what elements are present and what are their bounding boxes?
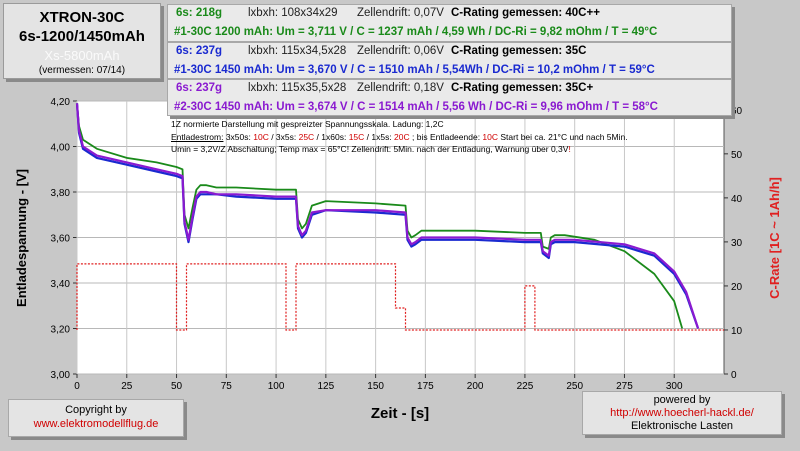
entry-drift: Zellendrift: 0,07V	[357, 7, 444, 19]
y-tick-label: 4,20	[51, 97, 71, 108]
y2-tick-label: 30	[731, 238, 743, 249]
entry-crating: C-Rating gemessen: 40C++	[451, 7, 600, 19]
y2-axis-label: C-Rate [1C ~ 1Ah/h]	[767, 177, 782, 299]
x-tick-label: 50	[171, 381, 183, 392]
x-tick-label: 175	[417, 381, 434, 392]
entry-dims: lxbxh: 115x35,5x28	[248, 82, 347, 94]
note-fragment: 20C	[394, 131, 410, 142]
y2-tick-label: 0	[731, 370, 737, 381]
x-tick-label: 300	[666, 381, 683, 392]
y-tick-label: 3,40	[51, 279, 71, 290]
note-fragment: 3x50s:	[223, 131, 254, 142]
entry-crating: C-Rating gemessen: 35C+	[451, 82, 594, 94]
series-line-3	[75, 103, 700, 329]
x-tick-label: 100	[268, 381, 285, 392]
note-fragment: / 1x60s:	[314, 131, 349, 142]
note-fragment: / 1x5s:	[364, 131, 395, 142]
powered-sub: Elektronische Lasten	[630, 420, 734, 432]
note-fragment: 10C	[253, 131, 269, 142]
voltage-series	[75, 103, 700, 329]
y2-tick-label: 20	[731, 282, 743, 293]
entry-box-1	[167, 4, 732, 42]
y2-tick-labels: 0 10 20 30 40 50 60	[731, 106, 743, 381]
copyright-link[interactable]: www.elektromodellflug.de	[33, 418, 159, 430]
note-fragment: 15C	[348, 131, 365, 142]
x-tick-label: 150	[367, 381, 384, 392]
entry-cells: 6s: 218g	[176, 7, 223, 19]
x-tick-label: 200	[467, 381, 484, 392]
title-box: XTRON-30C 6s-1200/1450mAh Xs-5800mAh (ve…	[3, 3, 161, 79]
c-rate-series	[76, 263, 724, 331]
note-line-3: Umin = 3,2V/Z Abschaltung; Temp max = 65…	[171, 143, 711, 156]
entry-cells: 6s: 237g	[176, 82, 223, 94]
y2-tick-label: 50	[731, 150, 743, 161]
note-fragment: 10C	[482, 131, 499, 142]
powered-link[interactable]: http://www.hoecherl-hackl.de/	[610, 407, 754, 419]
y-tick-label: 3,60	[51, 234, 71, 245]
x-tick-label: 125	[318, 381, 335, 392]
note-fragment: ; bis Entladeende:	[409, 131, 483, 142]
x-axis-label: Zeit - [s]	[371, 405, 429, 422]
x-tick-label: 275	[616, 381, 633, 392]
y-tick-label: 4,00	[51, 143, 71, 154]
y-tick-label: 3,00	[51, 370, 71, 381]
note-fragment: 25C	[298, 131, 315, 142]
x-tick-label: 0	[74, 381, 80, 392]
entry-cells: 6s: 237g	[176, 45, 223, 57]
y2-tick-label: 10	[731, 326, 743, 337]
x-tick-label: 250	[566, 381, 583, 392]
powered-label: powered by	[653, 394, 711, 406]
y2-tick-label: 40	[731, 194, 743, 205]
c-rate-line	[76, 263, 724, 331]
entry-2-results: #1-30C 1450 mAh: Um = 3,670 V / C = 1510…	[174, 64, 655, 76]
note-fragment: / 3x5s:	[268, 131, 299, 142]
x-tick-label: 25	[121, 381, 133, 392]
y2-tick-label: 60	[731, 106, 743, 117]
note-fragment: !	[568, 144, 571, 154]
y-axis-label: Entladespannung - [V]	[14, 169, 29, 307]
note-line-1: 1Z normierte Darstellung mit gespreizter…	[171, 119, 444, 129]
x-tick-label: 225	[517, 381, 534, 392]
entry-dims: lxbxh: 108x34x29	[248, 7, 338, 19]
entry-3-results: #2-30C 1450 mAh: Um = 3,674 V / C = 1514…	[174, 101, 658, 113]
note-fragment: Umin = 3,2V/Z Abschaltung; Temp max = 65…	[171, 144, 569, 154]
note-fragment: Start bei ca. 21°C und nach 5Min.	[498, 131, 628, 142]
ghost-label: Xs-5800mAh	[44, 48, 120, 63]
x-tick-label: 75	[221, 381, 233, 392]
battery-model: XTRON-30C	[39, 9, 125, 26]
entry-drift: Zellendrift: 0,06V	[357, 45, 444, 57]
measured-date: (vermessen: 07/14)	[38, 65, 126, 76]
battery-capacity: 6s-1200/1450mAh	[19, 28, 145, 45]
series-line-1	[76, 103, 684, 329]
y-tick-labels: 3,00 3,20 3,40 3,60 3,80 4,00 4,20	[51, 97, 71, 381]
entry-box-3	[167, 79, 732, 116]
note-fragment: Entladestrom:	[171, 131, 224, 142]
copyright-box: Copyright by www.elektromodellflug.de	[8, 399, 184, 437]
entry-1-results: #1-30C 1200 mAh: Um = 3,711 V / C = 1237…	[174, 26, 658, 38]
x-tick-labels: 0 25 50 75 100 125 150 175 200 225 250 275 300	[74, 381, 683, 392]
y-tick-label: 3,80	[51, 188, 71, 199]
entry-box-2	[167, 42, 732, 79]
entry-crating: C-Rating gemessen: 35C	[451, 45, 587, 57]
entry-drift: Zellendrift: 0,18V	[357, 82, 444, 94]
powered-box: powered by http://www.hoecherl-hackl.de/…	[582, 391, 782, 435]
entry-dims: lxbxh: 115x34,5x28	[248, 45, 347, 57]
notes: 1Z normierte Darstellung mit gespreizter…	[171, 118, 711, 156]
note-line-2: Entladestrom: 3x50s: 10C / 3x5s: 25C / 1…	[171, 131, 711, 144]
copyright-label: Copyright by	[65, 404, 127, 416]
y-tick-label: 3,20	[51, 325, 71, 336]
